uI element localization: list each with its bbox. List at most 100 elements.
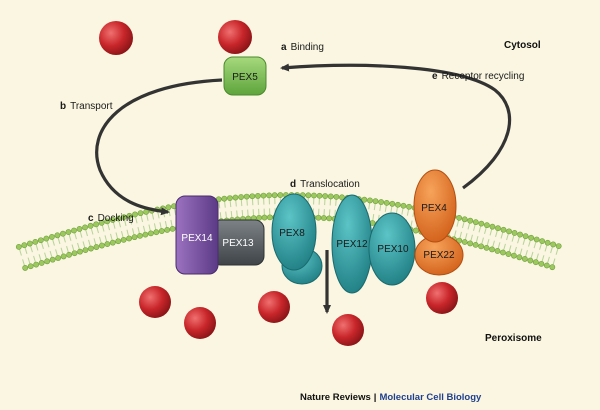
lipid-head	[98, 242, 105, 249]
lipid-head	[153, 229, 160, 236]
pex4-label: PEX4	[421, 203, 447, 214]
lipid-head	[232, 194, 239, 201]
cargo-protein	[184, 307, 216, 339]
lipid-head	[82, 224, 88, 231]
lipid-head	[37, 237, 44, 244]
lipid-head	[544, 239, 551, 246]
lipid-head	[254, 192, 261, 199]
lipid-head	[82, 247, 89, 253]
cargo-protein	[218, 20, 252, 54]
lipid-head	[77, 248, 83, 255]
lipid-head	[555, 243, 562, 250]
lipid-head	[109, 239, 116, 246]
lipid-head	[256, 214, 263, 221]
lipid-head	[456, 237, 463, 244]
pex4-protein	[413, 169, 457, 243]
lipid-head	[33, 261, 40, 268]
lipid-head	[115, 238, 122, 245]
lipid-head	[511, 252, 517, 259]
lipid-head	[88, 245, 94, 252]
lipid-head	[71, 250, 78, 257]
lipid-head	[389, 200, 396, 207]
pex8-protein	[271, 193, 317, 271]
lipid-head	[120, 236, 127, 243]
lipid-head	[467, 217, 474, 224]
figure-credit: Nature Reviews | Molecular Cell Biology	[300, 392, 481, 403]
lipid-head	[456, 214, 463, 221]
credit-series: Molecular Cell Biology	[379, 392, 482, 403]
lipid-head	[311, 192, 317, 199]
lipid-head	[506, 228, 512, 235]
lipid-head	[478, 220, 485, 227]
lipid-head	[243, 193, 250, 200]
lipid-head	[322, 193, 329, 199]
cargo-protein	[99, 21, 133, 55]
lipid-head	[65, 229, 72, 235]
lipid-head	[137, 232, 143, 239]
lipid-head	[27, 263, 34, 270]
lipid-head	[54, 232, 61, 239]
lipid-head	[333, 193, 340, 200]
lipid-head	[15, 243, 22, 250]
lipid-head	[165, 204, 172, 211]
step-e-text: Receptor recycling	[441, 71, 525, 82]
lipid-head	[494, 248, 501, 254]
lipid-head	[517, 231, 523, 238]
cytosol-label: Cytosol	[504, 40, 541, 51]
lipid-head	[120, 214, 127, 221]
step-c-letter: c	[88, 213, 94, 224]
lipid-head	[109, 217, 116, 223]
step-c-label: c Docking	[88, 213, 134, 224]
step-e-label: e Receptor recycling	[432, 71, 524, 82]
lipid-head	[472, 219, 479, 226]
pex22-label: PEX22	[423, 250, 455, 261]
pex5-label: PEX5	[232, 72, 258, 83]
pex10-protein	[368, 212, 416, 286]
peroxisome-label: Peroxisome	[485, 333, 542, 344]
lipid-head	[260, 192, 267, 199]
lipid-head	[126, 212, 133, 219]
lipid-head	[500, 249, 506, 256]
pex12-label: PEX12	[336, 239, 368, 250]
lipid-head	[315, 214, 322, 221]
lipid-head	[489, 246, 495, 253]
lipid-head	[131, 234, 138, 241]
lipid-head	[400, 202, 407, 209]
lipid-head	[43, 235, 50, 242]
lipid-head	[115, 215, 122, 222]
lipid-head	[495, 225, 501, 232]
lipid-head	[76, 226, 83, 232]
lipid-head	[164, 227, 171, 233]
lipid-head	[266, 192, 273, 199]
lipid-head	[261, 214, 268, 221]
lipid-head	[60, 230, 66, 237]
lipid-head	[142, 231, 149, 238]
cargo-protein	[139, 286, 171, 318]
lipid-head	[367, 197, 373, 204]
step-d-letter: d	[290, 179, 297, 190]
lipid-head	[478, 243, 484, 250]
lipid-head	[21, 242, 28, 249]
lipid-head	[147, 230, 154, 237]
lipid-head	[26, 240, 33, 247]
step-a-letter: a	[281, 42, 287, 53]
pex5-receptor	[223, 56, 267, 96]
lipid-head	[87, 222, 94, 229]
lipid-head	[126, 235, 133, 242]
step-c-text: Docking	[97, 213, 134, 224]
lipid-head	[339, 194, 345, 201]
lipid-head	[505, 251, 512, 257]
lipid-head	[521, 256, 528, 262]
lipid-head	[527, 257, 534, 264]
lipid-head	[71, 227, 77, 234]
lipid-head	[32, 238, 39, 245]
transport-arrow	[95, 78, 223, 216]
lipid-head	[522, 233, 529, 240]
lipid-head	[372, 198, 379, 205]
lipid-head	[93, 244, 100, 250]
cargo-protein	[426, 282, 458, 314]
lipid-head	[383, 199, 390, 206]
lipid-head	[132, 211, 138, 218]
lipid-head	[461, 239, 468, 245]
